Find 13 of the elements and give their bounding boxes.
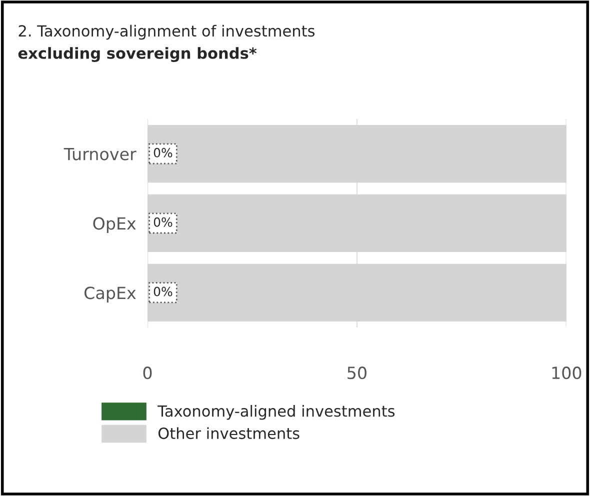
y-tick-label: Turnover: [64, 148, 136, 160]
data-label: 0%: [154, 286, 172, 296]
data-label: 0%: [154, 217, 172, 227]
y-tick-label: OpEx: [93, 217, 136, 233]
y-tick-label: CapEx: [84, 286, 136, 302]
data-label: 0%: [154, 148, 172, 158]
chart-title: 2. Taxonomy-alignment of investments: [18, 24, 315, 40]
x-tick-label: 0: [143, 366, 152, 380]
legend-label: Taxonomy-aligned investments: [158, 404, 395, 420]
legend-label: Other investments: [158, 427, 300, 440]
x-tick-label: 50: [348, 366, 366, 380]
x-tick-label: 100: [552, 366, 582, 380]
chart-subtitle: excluding sovereign bonds*: [18, 47, 257, 62]
